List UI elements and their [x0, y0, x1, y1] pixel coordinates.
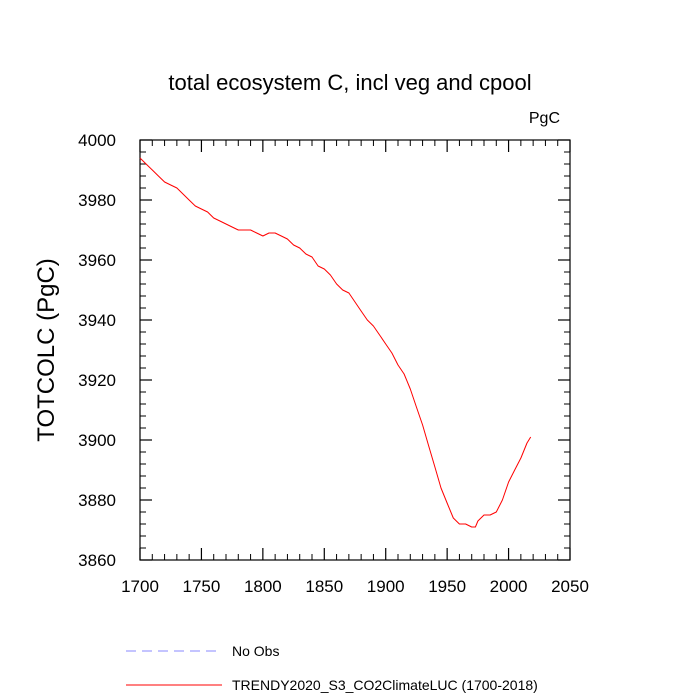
legend-label: TRENDY2020_S3_CO2ClimateLUC (1700-2018) — [232, 677, 538, 693]
y-tick-label: 3880 — [78, 491, 116, 510]
x-tick-label: 1850 — [305, 577, 343, 596]
y-tick-labels: 3860 3880 3900 3920 3940 3960 3980 4000 — [78, 131, 116, 570]
x-tick-label: 1800 — [244, 577, 282, 596]
y-tick-label: 3860 — [78, 551, 116, 570]
x-tick-label: 1950 — [428, 577, 466, 596]
y-axis-label: TOTCOLC (PgC) — [33, 258, 60, 442]
series-line — [139, 157, 532, 528]
y-tick-label: 3960 — [78, 251, 116, 270]
x-tick-label: 2050 — [551, 577, 589, 596]
x-tick-label: 1750 — [183, 577, 221, 596]
plot-frame — [139, 139, 571, 561]
legend-label: No Obs — [232, 643, 279, 659]
y-tick-label: 3900 — [78, 431, 116, 450]
y-tick-label: 3940 — [78, 311, 116, 330]
y-tick-label: 4000 — [78, 131, 116, 150]
series-group — [139, 157, 532, 528]
x-tick-label: 1700 — [121, 577, 159, 596]
axis-ticks — [139, 139, 571, 561]
legend: No Obs TRENDY2020_S3_CO2ClimateLUC (1700-… — [126, 643, 538, 693]
chart-title: total ecosystem C, incl veg and cpool — [168, 70, 531, 95]
x-tick-label: 2000 — [490, 577, 528, 596]
x-tick-labels: 1700 1750 1800 1850 1900 1950 2000 2050 — [121, 577, 589, 596]
x-tick-label: 1900 — [367, 577, 405, 596]
units-label: PgC — [529, 110, 560, 127]
y-tick-label: 3980 — [78, 191, 116, 210]
y-tick-label: 3920 — [78, 371, 116, 390]
